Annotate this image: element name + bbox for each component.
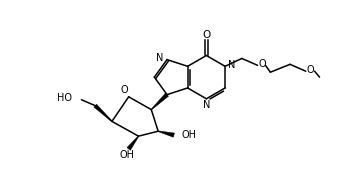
Text: O: O [202, 30, 211, 40]
Text: HO: HO [57, 93, 71, 103]
Polygon shape [127, 136, 139, 150]
Text: OH: OH [182, 130, 197, 140]
Text: N: N [203, 100, 210, 110]
Polygon shape [151, 93, 168, 110]
Text: N: N [156, 53, 164, 63]
Text: O: O [259, 59, 266, 69]
Text: O: O [307, 65, 314, 75]
Text: OH: OH [119, 150, 134, 160]
Text: O: O [121, 85, 128, 95]
Polygon shape [158, 131, 175, 137]
Text: N: N [228, 60, 236, 70]
Polygon shape [94, 104, 112, 122]
